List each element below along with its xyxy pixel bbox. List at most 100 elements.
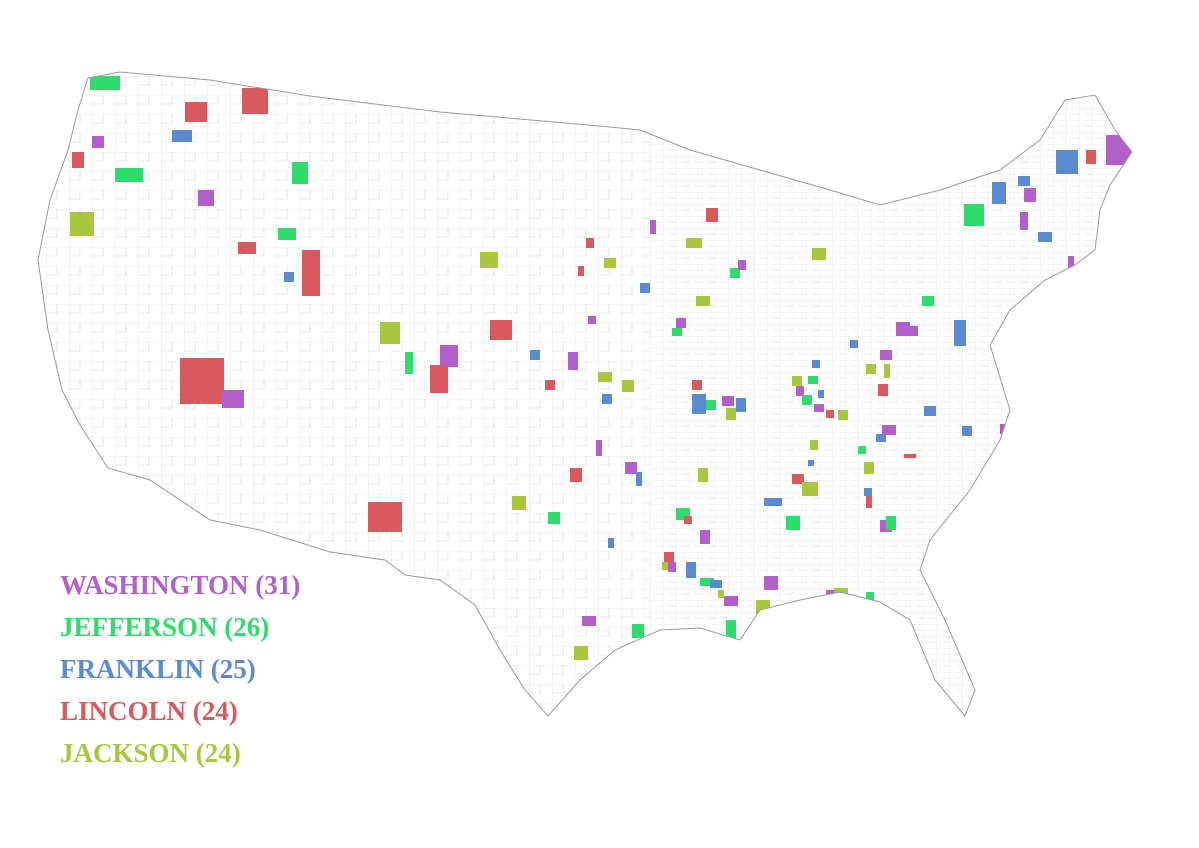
- county-patch: [596, 440, 602, 456]
- county-patch: [636, 472, 642, 486]
- county-patch: [724, 596, 738, 606]
- county-patch: [886, 516, 896, 530]
- county-patch: [722, 396, 734, 406]
- county-patch: [802, 395, 812, 405]
- county-patch: [662, 562, 668, 570]
- county-patch: [405, 352, 413, 374]
- legend-entry: FRANKLIN (25): [60, 654, 256, 684]
- county-patch: [1056, 150, 1078, 174]
- county-patch: [440, 345, 458, 367]
- county-patch: [726, 620, 736, 640]
- county-patch: [698, 468, 708, 482]
- county-patch: [756, 600, 770, 614]
- county-patch: [1086, 150, 1096, 164]
- county-patch: [598, 372, 612, 382]
- county-patch: [802, 482, 818, 496]
- legend-entry: LINCOLN (24): [60, 696, 238, 726]
- legend-entry: JEFFERSON (26): [60, 612, 269, 642]
- legend-entry: JACKSON (24): [60, 738, 241, 768]
- county-patch: [792, 474, 804, 484]
- county-patch: [185, 102, 207, 122]
- county-patch: [710, 580, 722, 588]
- county-patch: [430, 365, 448, 393]
- county-patch: [922, 296, 934, 306]
- county-patch: [604, 258, 616, 268]
- county-patch: [490, 320, 512, 340]
- county-patch: [588, 316, 596, 324]
- county-patch: [242, 88, 268, 114]
- county-patch: [908, 326, 918, 336]
- county-patch: [586, 238, 594, 248]
- county-patch: [238, 242, 256, 254]
- county-patch: [834, 588, 848, 600]
- county-patch: [672, 328, 682, 336]
- county-patch: [302, 250, 320, 296]
- county-patch: [826, 410, 834, 418]
- county-patch: [198, 190, 214, 206]
- county-patch: [864, 462, 874, 474]
- county-patch: [1068, 256, 1074, 268]
- county-patch: [640, 283, 650, 293]
- county-patch: [876, 434, 886, 442]
- county-patch: [812, 248, 826, 260]
- county-patch: [884, 364, 890, 378]
- county-patch: [574, 646, 588, 660]
- county-patch: [684, 516, 692, 524]
- county-patch: [70, 212, 94, 236]
- county-patch: [838, 410, 848, 420]
- county-patch: [92, 136, 104, 148]
- county-patch: [72, 152, 84, 168]
- county-patch: [480, 252, 498, 268]
- county-patch: [810, 440, 818, 450]
- county-patch: [368, 502, 402, 532]
- county-patch: [696, 296, 710, 306]
- county-patch: [718, 590, 724, 598]
- county-patch: [992, 182, 1006, 204]
- county-patch: [172, 130, 192, 142]
- county-patch: [736, 398, 746, 412]
- county-patch: [706, 400, 716, 410]
- county-patch: [545, 380, 555, 390]
- county-patch: [625, 462, 637, 474]
- county-patch: [700, 578, 714, 586]
- county-patch: [730, 268, 740, 278]
- legend-entry: WASHINGTON (31): [60, 570, 300, 600]
- county-patch: [686, 238, 702, 248]
- county-patch: [632, 624, 644, 638]
- county-patch: [582, 616, 596, 626]
- county-patch: [548, 512, 560, 524]
- county-patch: [602, 394, 612, 404]
- county-patch: [896, 322, 910, 336]
- county-patch: [1018, 176, 1030, 186]
- legend: WASHINGTON (31) JEFFERSON (26) FRANKLIN (2…: [60, 570, 300, 768]
- county-patch: [954, 320, 966, 346]
- county-patch: [866, 496, 872, 508]
- county-patch: [664, 552, 674, 562]
- county-patch: [726, 408, 736, 420]
- county-patch: [622, 380, 634, 392]
- county-patch: [1106, 135, 1132, 165]
- county-patch: [764, 498, 782, 506]
- county-patch: [278, 228, 296, 240]
- county-patch: [814, 404, 824, 412]
- county-patch: [846, 610, 862, 620]
- county-patch: [90, 76, 120, 90]
- county-patch: [706, 208, 718, 222]
- county-patch: [668, 562, 676, 572]
- county-patch: [792, 376, 802, 386]
- county-patch: [292, 162, 308, 184]
- county-patch: [1038, 232, 1052, 242]
- county-patch: [962, 426, 972, 436]
- county-patch: [692, 394, 706, 414]
- county-patch: [850, 340, 858, 348]
- county-patch: [530, 350, 540, 360]
- county-patch: [858, 446, 866, 454]
- county-patches: [70, 76, 1132, 660]
- county-patch: [964, 204, 984, 226]
- county-patch: [786, 516, 800, 530]
- county-patch: [866, 364, 876, 374]
- county-patch: [1020, 212, 1028, 230]
- county-patch: [568, 352, 578, 370]
- county-patch: [692, 380, 702, 390]
